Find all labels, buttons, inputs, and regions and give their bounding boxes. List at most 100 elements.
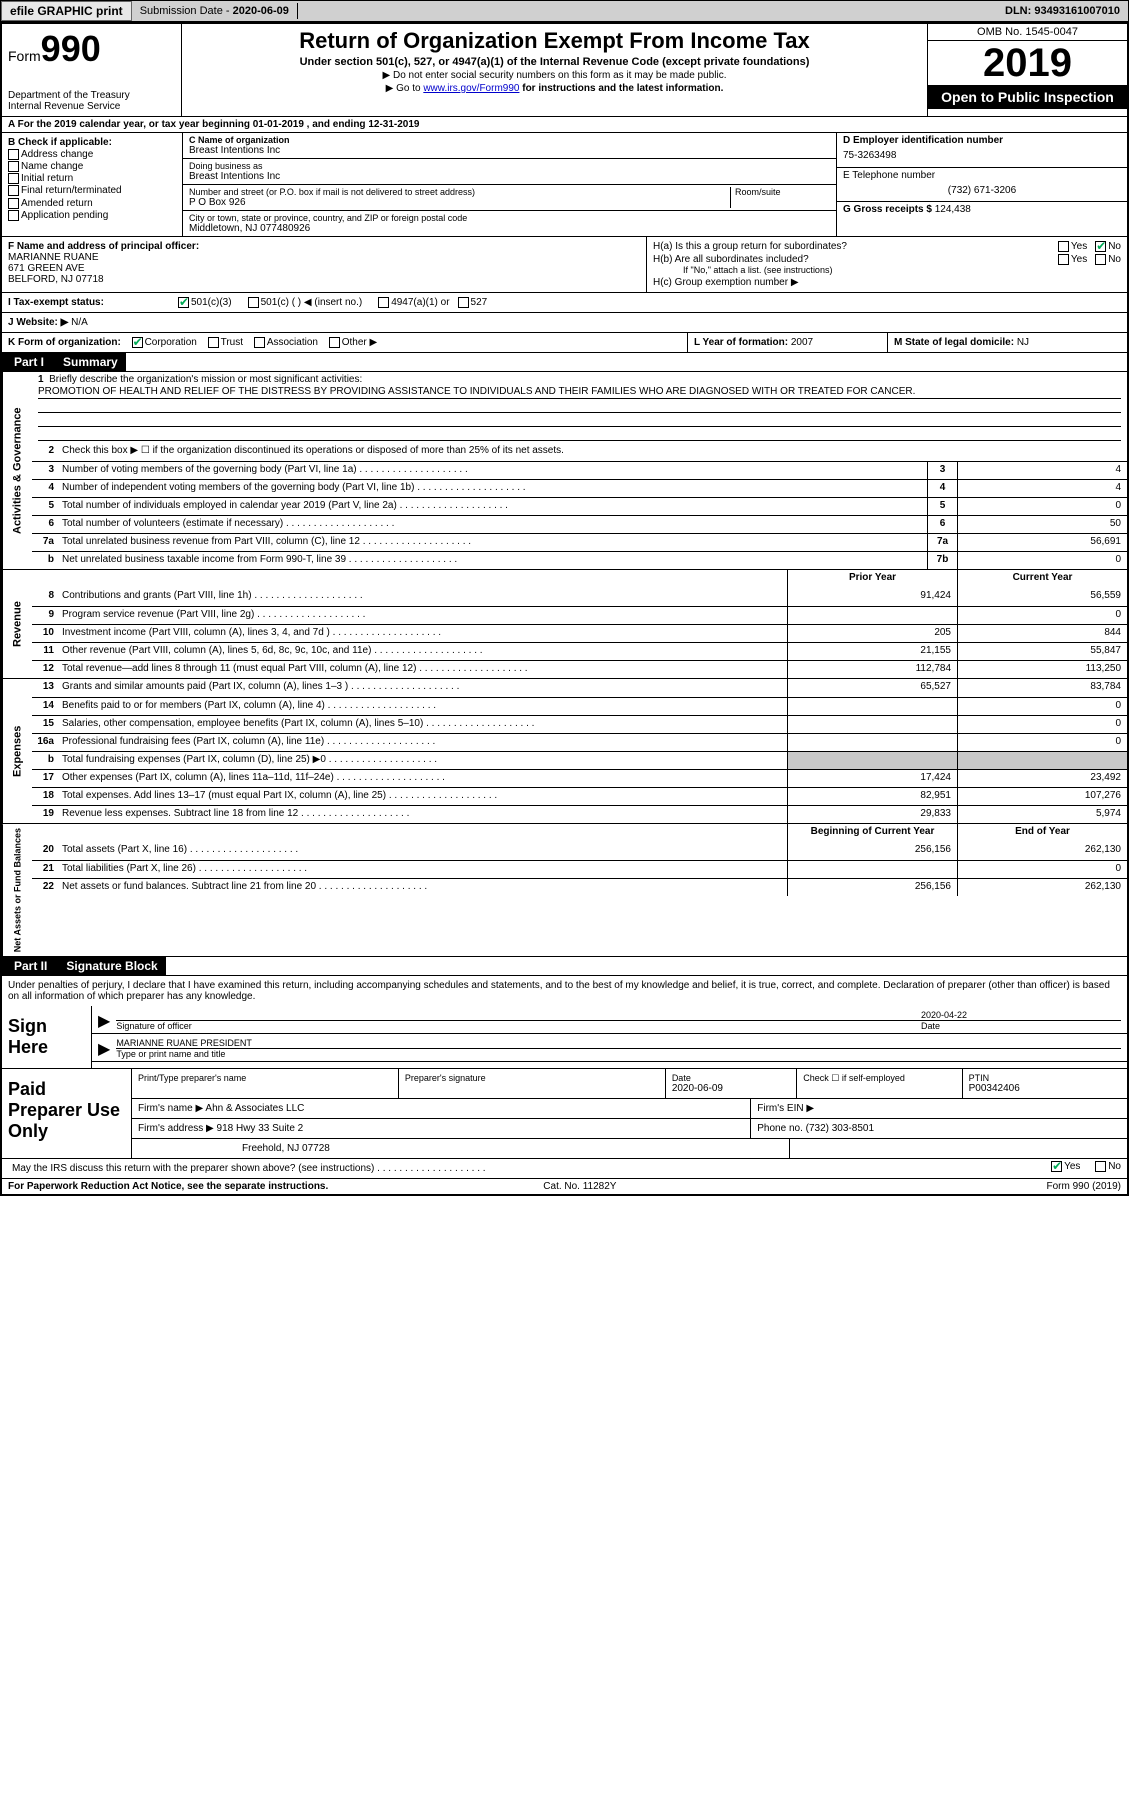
check-amended[interactable] bbox=[8, 198, 19, 209]
summary-line: 17Other expenses (Part IX, column (A), l… bbox=[32, 769, 1127, 787]
year-formation: 2007 bbox=[791, 337, 813, 348]
col-d-ein-tel: D Employer identification number 75-3263… bbox=[837, 133, 1127, 236]
check-initial-return[interactable] bbox=[8, 173, 19, 184]
ein: 75-3263498 bbox=[843, 150, 1121, 161]
summary-line: bNet unrelated business taxable income f… bbox=[32, 551, 1127, 569]
sign-here-label: Sign Here bbox=[2, 1006, 92, 1068]
website-row: J Website: ▶ N/A bbox=[2, 313, 1127, 333]
check-address-change[interactable] bbox=[8, 149, 19, 160]
summary-line: 3Number of voting members of the governi… bbox=[32, 461, 1127, 479]
summary-line: 11Other revenue (Part VIII, column (A), … bbox=[32, 642, 1127, 660]
part-2-header: Part IISignature Block bbox=[2, 957, 1127, 976]
col-b-checkboxes: B Check if applicable: Address change Na… bbox=[2, 133, 182, 236]
tax-527[interactable] bbox=[458, 297, 469, 308]
form-title-block: Return of Organization Exempt From Incom… bbox=[182, 24, 927, 116]
topbar: efile GRAPHIC print Submission Date - 20… bbox=[0, 0, 1129, 22]
state-domicile: NJ bbox=[1017, 337, 1029, 348]
firm-address-2: Freehold, NJ 07728 bbox=[132, 1139, 790, 1158]
submission-date: Submission Date - 2020-06-09 bbox=[132, 3, 298, 19]
dept-treasury: Department of the Treasury Internal Reve… bbox=[8, 90, 175, 112]
summary-line: 13Grants and similar amounts paid (Part … bbox=[32, 679, 1127, 697]
summary-line: 15Salaries, other compensation, employee… bbox=[32, 715, 1127, 733]
org-name: Breast Intentions Inc bbox=[189, 145, 830, 156]
signature-block: Under penalties of perjury, I declare th… bbox=[2, 976, 1127, 1069]
paid-preparer-block: Paid Preparer Use Only Print/Type prepar… bbox=[2, 1069, 1127, 1159]
mission-text: PROMOTION OF HEALTH AND RELIEF OF THE DI… bbox=[38, 385, 1121, 399]
summary-line: 16aProfessional fundraising fees (Part I… bbox=[32, 733, 1127, 751]
row-a-tax-year: A For the 2019 calendar year, or tax yea… bbox=[2, 117, 1127, 133]
hdr-current-year: Current Year bbox=[957, 570, 1127, 588]
summary-line: 20Total assets (Part X, line 16)256,1562… bbox=[32, 842, 1127, 860]
tax-4947[interactable] bbox=[378, 297, 389, 308]
org-city: Middletown, NJ 077480926 bbox=[189, 223, 830, 234]
open-to-public: Open to Public Inspection bbox=[928, 85, 1127, 109]
summary-line: 9Program service revenue (Part VIII, lin… bbox=[32, 606, 1127, 624]
summary-line: 10Investment income (Part VIII, column (… bbox=[32, 624, 1127, 642]
org-assoc[interactable] bbox=[254, 337, 265, 348]
summary-line: 19Revenue less expenses. Subtract line 1… bbox=[32, 805, 1127, 823]
sig-date: 2020-04-22 bbox=[921, 1010, 967, 1020]
hb-yes[interactable] bbox=[1058, 254, 1069, 265]
hdr-prior-year: Prior Year bbox=[787, 570, 957, 588]
form-title: Return of Organization Exempt From Incom… bbox=[188, 28, 921, 54]
mission-block: 1 Briefly describe the organization's mi… bbox=[32, 372, 1127, 443]
tax-exempt-status: I Tax-exempt status: 501(c)(3) 501(c) ( … bbox=[2, 293, 1127, 313]
check-application-pending[interactable] bbox=[8, 210, 19, 221]
summary-line: 4Number of independent voting members of… bbox=[32, 479, 1127, 497]
sidelabel-governance: Activities & Governance bbox=[2, 372, 32, 569]
tax-501c[interactable] bbox=[248, 297, 259, 308]
dln: DLN: 93493161007010 bbox=[997, 3, 1128, 19]
org-trust[interactable] bbox=[208, 337, 219, 348]
summary-line: 18Total expenses. Add lines 13–17 (must … bbox=[32, 787, 1127, 805]
ha-no[interactable] bbox=[1095, 241, 1106, 252]
discuss-yes[interactable] bbox=[1051, 1161, 1062, 1172]
check-name-change[interactable] bbox=[8, 161, 19, 172]
cat-no: Cat. No. 11282Y bbox=[543, 1181, 616, 1192]
org-other[interactable] bbox=[329, 337, 340, 348]
summary-line: bTotal fundraising expenses (Part IX, co… bbox=[32, 751, 1127, 769]
discuss-no[interactable] bbox=[1095, 1161, 1106, 1172]
form-of-org: K Form of organization: Corporation Trus… bbox=[2, 333, 687, 352]
col-c-org-info: C Name of organization Breast Intentions… bbox=[182, 133, 837, 236]
firm-phone: (732) 303-8501 bbox=[806, 1123, 874, 1134]
check-final-return[interactable] bbox=[8, 185, 19, 196]
org-corp[interactable] bbox=[132, 337, 143, 348]
summary-line: 6Total number of volunteers (estimate if… bbox=[32, 515, 1127, 533]
year-block: OMB No. 1545-0047 2019 Open to Public In… bbox=[927, 24, 1127, 116]
signature-arrow-icon: ▶ bbox=[98, 1011, 110, 1031]
summary-line: 2Check this box ▶ ☐ if the organization … bbox=[32, 443, 1127, 461]
form-990: Form990 Department of the Treasury Inter… bbox=[0, 22, 1129, 1196]
tax-501c3[interactable] bbox=[178, 297, 189, 308]
group-return-h: H(a) Is this a group return for subordin… bbox=[647, 237, 1127, 292]
efile-print-button[interactable]: efile GRAPHIC print bbox=[1, 1, 132, 21]
summary-line: 21Total liabilities (Part X, line 26)0 bbox=[32, 860, 1127, 878]
org-street: P O Box 926 bbox=[189, 197, 730, 208]
ha-yes[interactable] bbox=[1058, 241, 1069, 252]
ptin: P00342406 bbox=[969, 1083, 1020, 1094]
sidelabel-expenses: Expenses bbox=[2, 679, 32, 823]
summary-line: 8Contributions and grants (Part VIII, li… bbox=[32, 588, 1127, 606]
gross-receipts: 124,438 bbox=[935, 204, 971, 215]
sidelabel-net-assets: Net Assets or Fund Balances bbox=[2, 824, 32, 956]
website-value: N/A bbox=[71, 317, 88, 328]
irs-link[interactable]: www.irs.gov/Form990 bbox=[423, 83, 519, 94]
hdr-end-year: End of Year bbox=[957, 824, 1127, 842]
summary-line: 12Total revenue—add lines 8 through 11 (… bbox=[32, 660, 1127, 678]
part-1-header: Part ISummary bbox=[2, 353, 1127, 372]
sidelabel-revenue: Revenue bbox=[2, 570, 32, 678]
form-id-block: Form990 Department of the Treasury Inter… bbox=[2, 24, 182, 116]
form-ref: Form 990 (2019) bbox=[1047, 1181, 1121, 1192]
preparer-date: 2020-06-09 bbox=[672, 1083, 723, 1094]
firm-address: 918 Hwy 33 Suite 2 bbox=[217, 1123, 304, 1134]
hdr-beginning-year: Beginning of Current Year bbox=[787, 824, 957, 842]
omb-number: OMB No. 1545-0047 bbox=[928, 24, 1127, 41]
discuss-row: May the IRS discuss this return with the… bbox=[2, 1159, 1127, 1179]
tax-year: 2019 bbox=[928, 41, 1127, 85]
principal-officer: F Name and address of principal officer:… bbox=[2, 237, 647, 292]
org-dba: Breast Intentions Inc bbox=[189, 171, 830, 182]
officer-name: MARIANNE RUANE PRESIDENT bbox=[116, 1038, 252, 1048]
telephone: (732) 671-3206 bbox=[843, 185, 1121, 196]
hb-no[interactable] bbox=[1095, 254, 1106, 265]
firm-name: Ahn & Associates LLC bbox=[205, 1103, 304, 1114]
signature-arrow-icon: ▶ bbox=[98, 1039, 110, 1059]
